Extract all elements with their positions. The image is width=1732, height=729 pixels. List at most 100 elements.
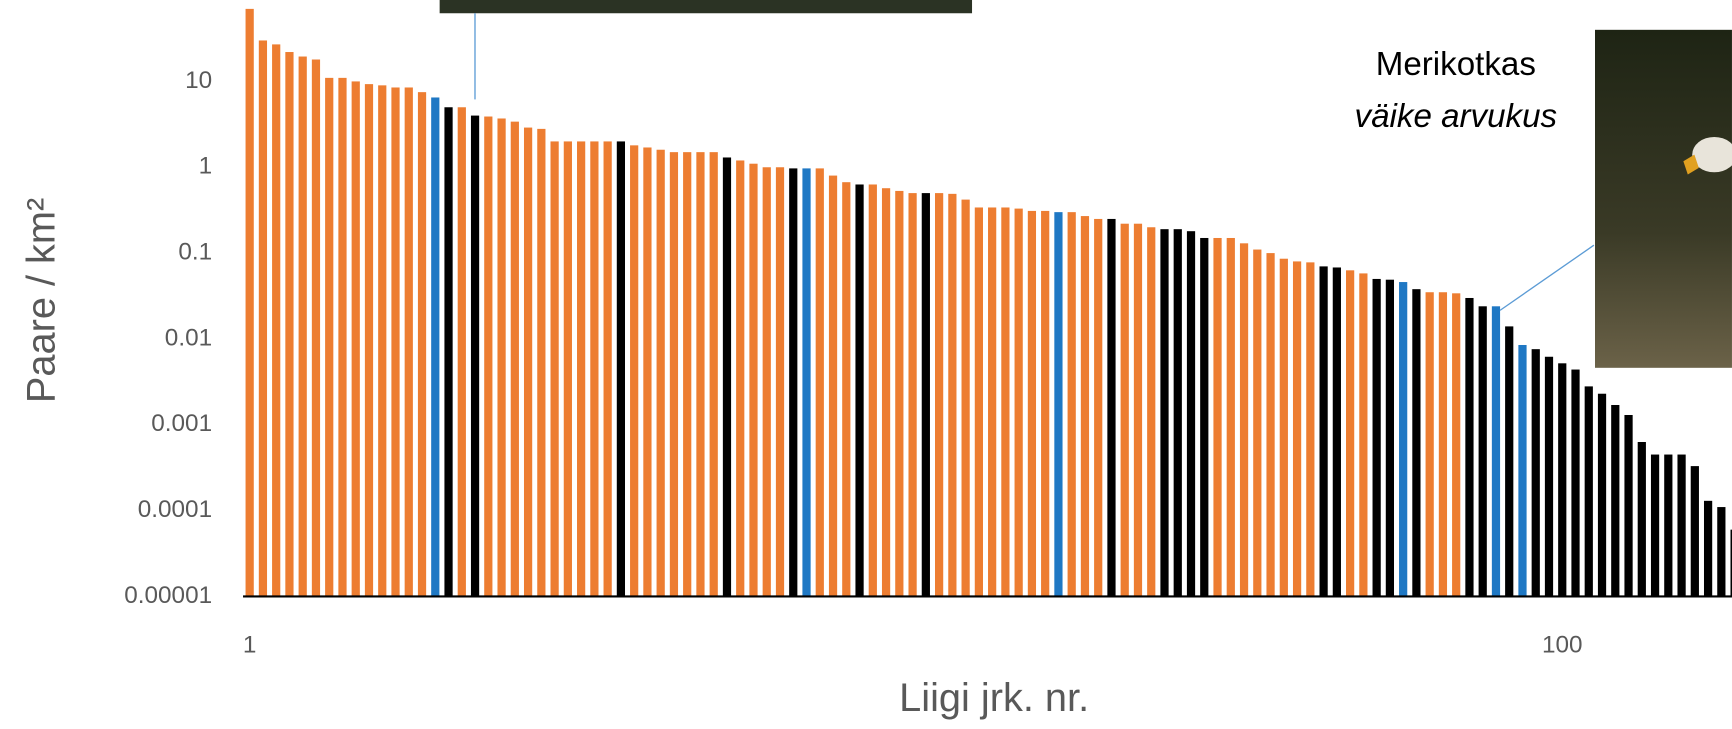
bar: [1531, 349, 1540, 597]
x-axis-title: Liigi jrk. nr.: [899, 676, 1089, 720]
bar: [1703, 500, 1713, 597]
bar: [643, 147, 652, 597]
bar: [1637, 442, 1646, 597]
bar: [1412, 289, 1421, 597]
bar: [630, 145, 639, 597]
bar: [1027, 210, 1037, 597]
bar: [484, 116, 493, 597]
y-tick-label: 0.001: [151, 410, 212, 437]
bar: [272, 44, 281, 597]
bar: [1279, 258, 1288, 597]
bar: [1107, 218, 1116, 597]
bar: [404, 87, 413, 597]
bar: [1438, 292, 1448, 597]
bar: [417, 92, 427, 597]
bar: [325, 77, 334, 597]
photo: [1595, 29, 1732, 368]
bar: [868, 184, 877, 597]
annotation-line: [1499, 244, 1595, 311]
bar: [563, 141, 572, 597]
bar: [1239, 243, 1249, 597]
bar: [828, 175, 838, 597]
bar: [338, 77, 347, 597]
bar: [298, 56, 307, 597]
bar: [1452, 293, 1461, 597]
bar: [1544, 356, 1554, 597]
bar: [1266, 253, 1275, 597]
bar: [948, 193, 957, 597]
bar: [709, 152, 718, 597]
bar: [1292, 261, 1302, 597]
photo-detail: [1683, 154, 1699, 175]
bar: [669, 152, 679, 597]
bar: [802, 168, 811, 597]
bar: [245, 8, 254, 597]
bar: [497, 118, 506, 597]
bar: [895, 190, 904, 597]
bar: [1080, 216, 1090, 597]
bar: [1001, 207, 1010, 597]
bar: [683, 152, 692, 597]
bar: [1425, 292, 1434, 597]
bar: [855, 184, 864, 597]
bar: [1133, 223, 1143, 597]
bar: [1253, 249, 1262, 597]
bar: [1558, 363, 1567, 597]
bar: [311, 59, 321, 597]
bar: [510, 121, 519, 597]
bar: [590, 141, 599, 597]
bar: [1478, 306, 1487, 597]
annotation: Merikotkas: [1376, 46, 1536, 83]
bar: [749, 163, 758, 597]
bar: [988, 207, 997, 597]
bar: [908, 193, 917, 597]
bar: [842, 182, 851, 597]
bar: [815, 168, 824, 597]
bar: [1385, 279, 1395, 597]
bar: [1173, 229, 1182, 597]
bar: [762, 167, 771, 597]
bar: [1200, 237, 1209, 597]
bar: [881, 188, 891, 597]
bar: [1094, 218, 1103, 597]
bar: [1213, 237, 1222, 597]
bar: [1372, 278, 1381, 597]
bar: [1624, 414, 1633, 597]
y-tick-label: 0.0001: [138, 496, 212, 523]
bar: [1650, 454, 1660, 597]
bar: [1690, 466, 1699, 597]
bar: [1359, 273, 1368, 597]
bar: [1306, 262, 1315, 597]
bar: [603, 141, 612, 597]
y-tick-label: 0.01: [165, 324, 212, 351]
bar: [1319, 266, 1328, 597]
photo: [439, 0, 973, 14]
x-tick-label: 1: [243, 632, 257, 659]
bar: [351, 81, 360, 597]
bar: [537, 128, 546, 597]
bar: [1505, 326, 1514, 597]
bar: [1067, 212, 1076, 597]
bar: [1346, 270, 1355, 597]
bar: [577, 141, 586, 597]
bar: [1147, 227, 1156, 597]
bar: [1160, 229, 1169, 597]
bar: [1332, 267, 1341, 597]
y-tick-label: 10: [185, 67, 212, 94]
bar: [1226, 237, 1235, 597]
bar: [364, 84, 374, 597]
bar: [1611, 404, 1620, 597]
y-tick-label: 0.00001: [124, 582, 212, 609]
bar: [431, 97, 440, 597]
bar: [1399, 282, 1408, 597]
bar: [696, 152, 705, 597]
bar: [1730, 529, 1732, 597]
bar-group: [245, 8, 1732, 597]
bar: [1120, 223, 1129, 597]
x-tick-label: 100: [1542, 632, 1583, 659]
bar: [1465, 297, 1474, 597]
bar: [523, 127, 533, 597]
bar: [258, 40, 268, 597]
bar: [656, 149, 665, 597]
